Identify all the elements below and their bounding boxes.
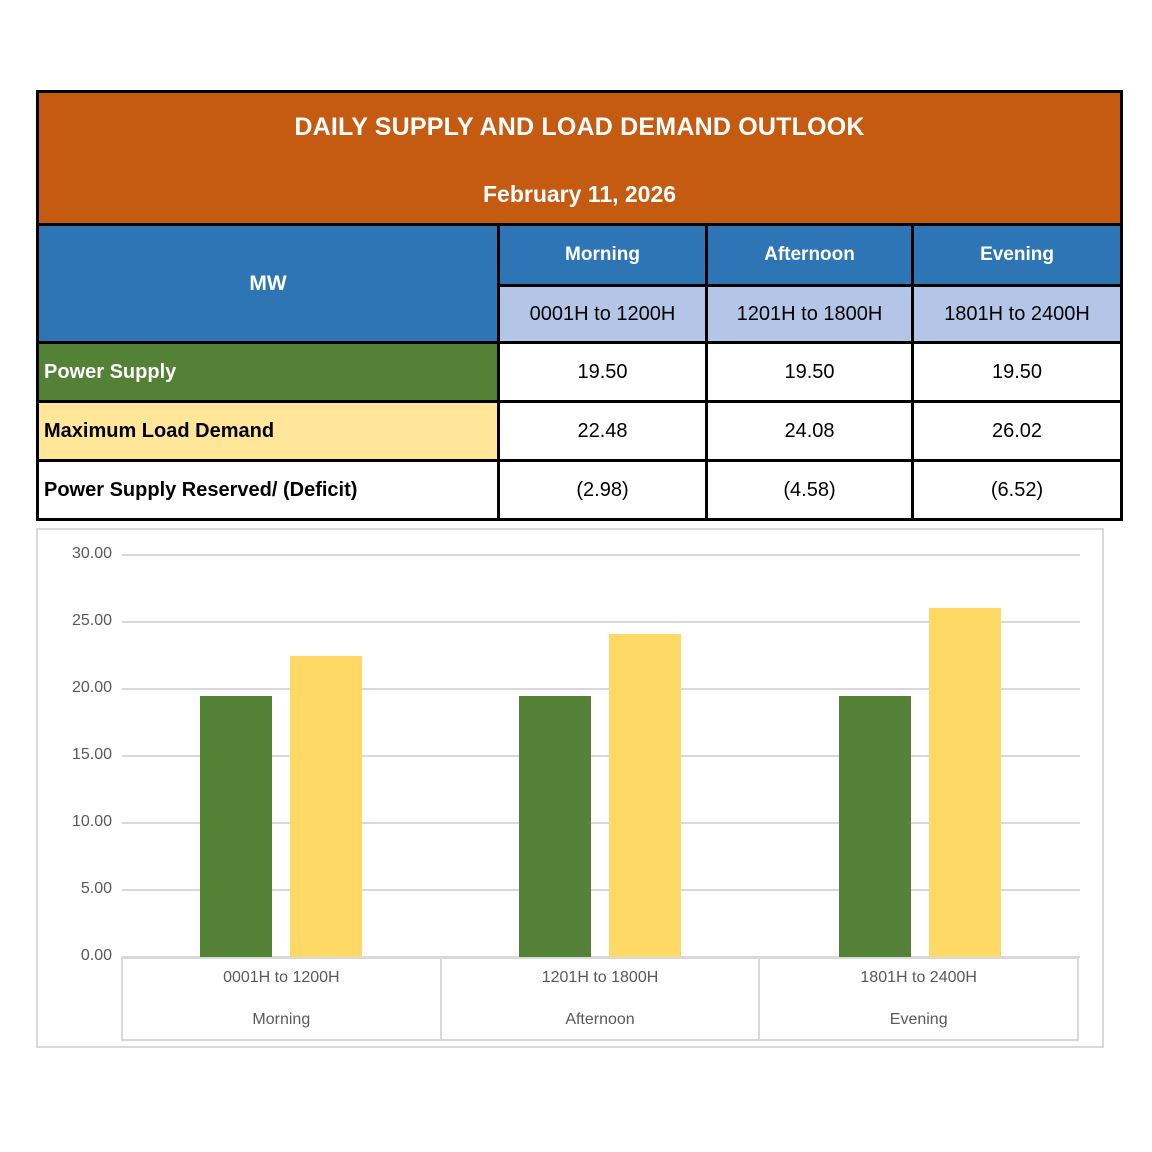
period-header-afternoon: Afternoon — [705, 223, 914, 287]
x-axis-period-label: Morning — [252, 1011, 311, 1028]
y-axis-tick-label: 20.00 — [71, 679, 112, 696]
value-cell: 26.02 — [910, 400, 1124, 462]
period-header-morning: Morning — [497, 223, 708, 287]
y-axis-tick-label: 25.00 — [71, 612, 112, 629]
header-row-periods: MW Morning Afternoon Evening — [36, 223, 1124, 344]
bar-chart: 0001H to 1200H Morning 1201H to 1800H Af… — [36, 528, 1104, 1048]
value-cell: 24.08 — [705, 400, 914, 462]
x-axis-category-morning: 0001H to 1200H Morning — [123, 959, 440, 1039]
bar-maximum-load-demand — [609, 634, 682, 957]
value-cell: 22.48 — [497, 400, 708, 462]
bar-power-supply — [200, 695, 272, 957]
gridline — [122, 621, 1080, 623]
value-cell: (2.98) — [497, 459, 708, 521]
gridline — [122, 956, 1080, 958]
x-axis-hours-label: 0001H to 1200H — [223, 969, 340, 986]
hours-header-evening: 1801H to 2400H — [910, 284, 1124, 344]
x-axis-category-afternoon: 1201H to 1800H Afternoon — [439, 959, 759, 1039]
value-cell: (4.58) — [705, 459, 914, 521]
y-axis-tick-label: 5.00 — [80, 880, 112, 897]
gridline — [122, 755, 1080, 757]
report-date: February 11, 2026 — [482, 181, 677, 207]
y-axis-tick-label: 0.00 — [80, 947, 112, 964]
bar-power-supply — [838, 695, 911, 957]
x-axis-period-label: Afternoon — [565, 1011, 635, 1028]
y-axis-tick-label: 30.00 — [71, 545, 112, 562]
row-label-max-load-demand: Maximum Load Demand — [36, 400, 500, 462]
table-row-supply-reserved: Power Supply Reserved/ (Deficit) (2.98) … — [36, 459, 1124, 521]
x-axis-label-box: 0001H to 1200H Morning 1201H to 1800H Af… — [121, 957, 1079, 1041]
x-axis-hours-label: 1801H to 2400H — [860, 969, 977, 986]
row-label-supply-reserved: Power Supply Reserved/ (Deficit) — [36, 459, 500, 521]
row-label-power-supply: Power Supply — [36, 341, 500, 403]
unit-header-cell: MW — [36, 223, 500, 344]
table-row-max-load-demand: Maximum Load Demand 22.48 24.08 26.02 — [36, 400, 1124, 462]
report-title: DAILY SUPPLY AND LOAD DEMAND OUTLOOK — [294, 113, 865, 141]
table-row-power-supply: Power Supply 19.50 19.50 19.50 — [36, 341, 1124, 403]
x-axis-period-label: Evening — [889, 1011, 948, 1028]
y-axis-tick-label: 15.00 — [71, 746, 112, 763]
gridline — [122, 688, 1080, 690]
value-cell: 19.50 — [910, 341, 1124, 403]
bar-maximum-load-demand — [928, 608, 1001, 957]
title-row: DAILY SUPPLY AND LOAD DEMAND OUTLOOK Feb… — [35, 90, 1124, 226]
title-banner: DAILY SUPPLY AND LOAD DEMAND OUTLOOK Feb… — [35, 90, 1124, 226]
period-header-evening: Evening — [910, 223, 1124, 287]
hours-header-afternoon: 1201H to 1800H — [705, 284, 914, 344]
value-cell: 19.50 — [497, 341, 708, 403]
gridline — [122, 554, 1080, 556]
gridline — [122, 889, 1080, 891]
x-axis-hours-label: 1201H to 1800H — [541, 969, 659, 986]
gridline — [122, 822, 1080, 824]
header-row-hours: 0001H to 1200H 1201H to 1800H 1801H to 2… — [38, 284, 1124, 344]
value-cell: 19.50 — [705, 341, 914, 403]
value-cell: (6.52) — [910, 459, 1124, 521]
x-axis-category-evening: 1801H to 2400H Evening — [758, 959, 1077, 1039]
outlook-table: DAILY SUPPLY AND LOAD DEMAND OUTLOOK Feb… — [35, 90, 1124, 521]
bar-maximum-load-demand — [290, 655, 362, 957]
y-axis-tick-label: 10.00 — [71, 813, 112, 830]
bar-power-supply — [519, 695, 592, 957]
hours-header-morning: 0001H to 1200H — [497, 284, 708, 344]
